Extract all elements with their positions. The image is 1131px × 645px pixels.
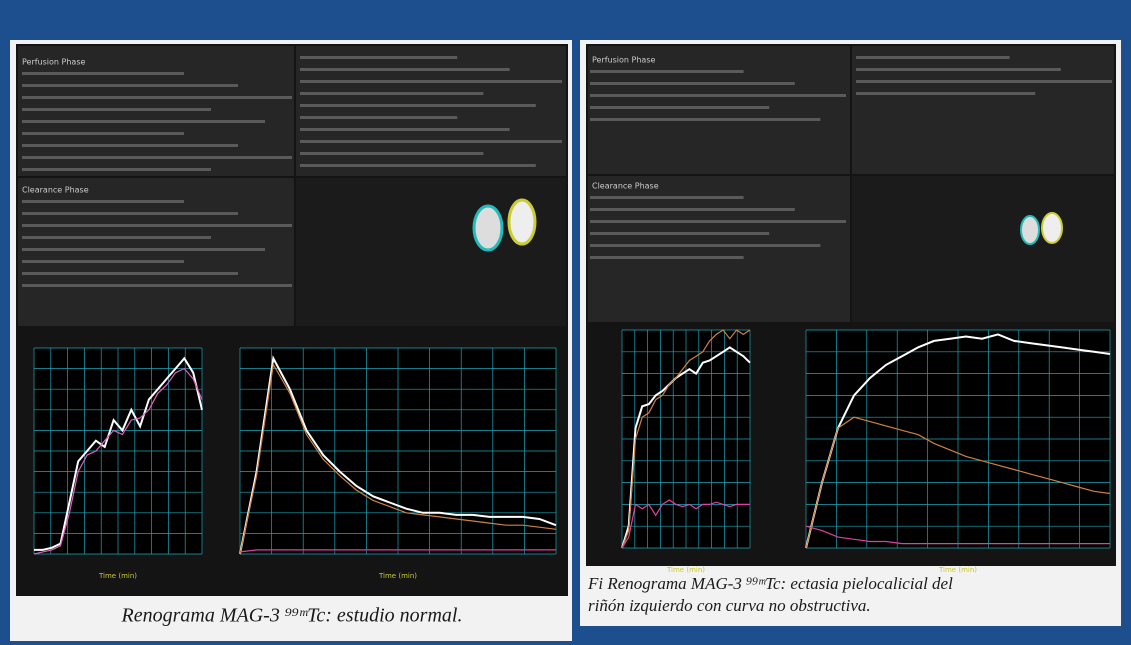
- illegible-text: [22, 156, 292, 159]
- illegible-text: [22, 108, 211, 111]
- illegible-text: [300, 140, 562, 143]
- illegible-text: [22, 272, 238, 275]
- illegible-text: [590, 208, 795, 211]
- illegible-text: [300, 164, 536, 167]
- illegible-text: [22, 132, 184, 135]
- illegible-text: [300, 92, 483, 95]
- section-label: Perfusion Phase: [592, 56, 656, 65]
- illegible-text: [590, 244, 820, 247]
- illegible-text: [22, 248, 265, 251]
- section-label: Clearance Phase: [592, 182, 659, 191]
- illegible-text: [300, 116, 457, 119]
- illegible-text: [590, 256, 744, 259]
- illegible-text: [300, 56, 457, 59]
- illegible-text: [22, 168, 211, 171]
- illegible-text: [300, 104, 536, 107]
- illegible-text: [856, 68, 1061, 71]
- kidney: [474, 206, 502, 250]
- kidney: [509, 200, 535, 244]
- axis-label: Time (min): [938, 566, 977, 574]
- illegible-text: [300, 80, 562, 83]
- illegible-text: [590, 82, 795, 85]
- illegible-text: [22, 224, 292, 227]
- perfusion-area: [588, 46, 850, 174]
- illegible-text: [856, 56, 1010, 59]
- illegible-text: [590, 220, 846, 223]
- illegible-text: [590, 94, 846, 97]
- section-label: Perfusion Phase: [22, 58, 86, 67]
- illegible-text: [22, 96, 292, 99]
- illegible-text: [22, 284, 292, 287]
- illegible-text: [590, 232, 769, 235]
- kidney-area: [852, 176, 1114, 322]
- illegible-text: [22, 200, 184, 203]
- illegible-text: [856, 92, 1035, 95]
- illegible-text: [856, 80, 1112, 83]
- axis-label: Time (min): [378, 572, 417, 580]
- illegible-text: [300, 152, 483, 155]
- illegible-text: [22, 120, 265, 123]
- caption: Fi Renograma MAG-3 ⁹⁹ᵐTc: ectasia pieloc…: [587, 574, 953, 593]
- axis-label: Time (min): [666, 566, 705, 574]
- illegible-text: [590, 106, 769, 109]
- illegible-text: [590, 118, 820, 121]
- illegible-text: [300, 68, 510, 71]
- caption: riñón izquierdo con curva no obstructiva…: [588, 596, 871, 615]
- table-area: [852, 46, 1114, 174]
- illegible-text: [22, 84, 238, 87]
- section-label: Clearance Phase: [22, 186, 89, 195]
- page: Perfusion Phase Clearance Phase Perfusio…: [0, 0, 1131, 641]
- illegible-text: [22, 144, 238, 147]
- illegible-text: [300, 128, 510, 131]
- kidney: [1042, 213, 1062, 243]
- illegible-text: [590, 196, 744, 199]
- illegible-text: [22, 260, 184, 263]
- illegible-text: [22, 236, 211, 239]
- table-area: [296, 46, 566, 176]
- caption: Renograma MAG-3 ⁹⁹ᵐTc: estudio normal.: [121, 605, 463, 627]
- illegible-text: [590, 70, 744, 73]
- axis-label: Time (min): [98, 572, 137, 580]
- illegible-text: [22, 212, 238, 215]
- figure: Perfusion Phase Clearance Phase Perfusio…: [0, 0, 1131, 641]
- kidney: [1021, 216, 1039, 244]
- illegible-text: [22, 72, 184, 75]
